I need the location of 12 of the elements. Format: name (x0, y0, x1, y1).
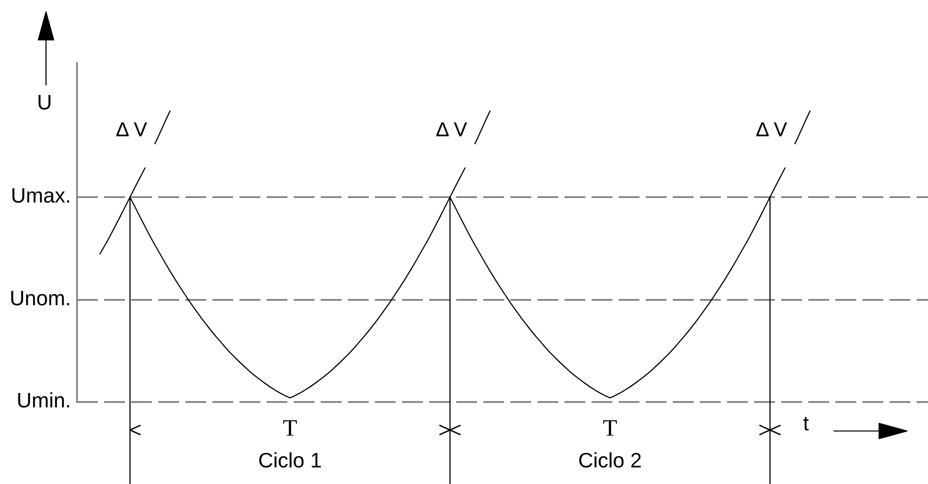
ref-line-label: Umin. (18, 392, 70, 408)
text: T (283, 420, 297, 436)
ref-line-label: Unom. (11, 290, 70, 306)
annotation: Δ V (436, 122, 468, 136)
text: T (603, 420, 617, 436)
annotation: Δ V (756, 122, 788, 136)
y-axis-title: U (38, 95, 50, 110)
text: Ciclo 2 (579, 452, 641, 468)
annotation: Δ V (116, 122, 148, 136)
ref-line-label: Umax. (12, 188, 70, 203)
text: Ciclo 1 (259, 452, 321, 468)
x-axis-title: t (803, 416, 809, 431)
